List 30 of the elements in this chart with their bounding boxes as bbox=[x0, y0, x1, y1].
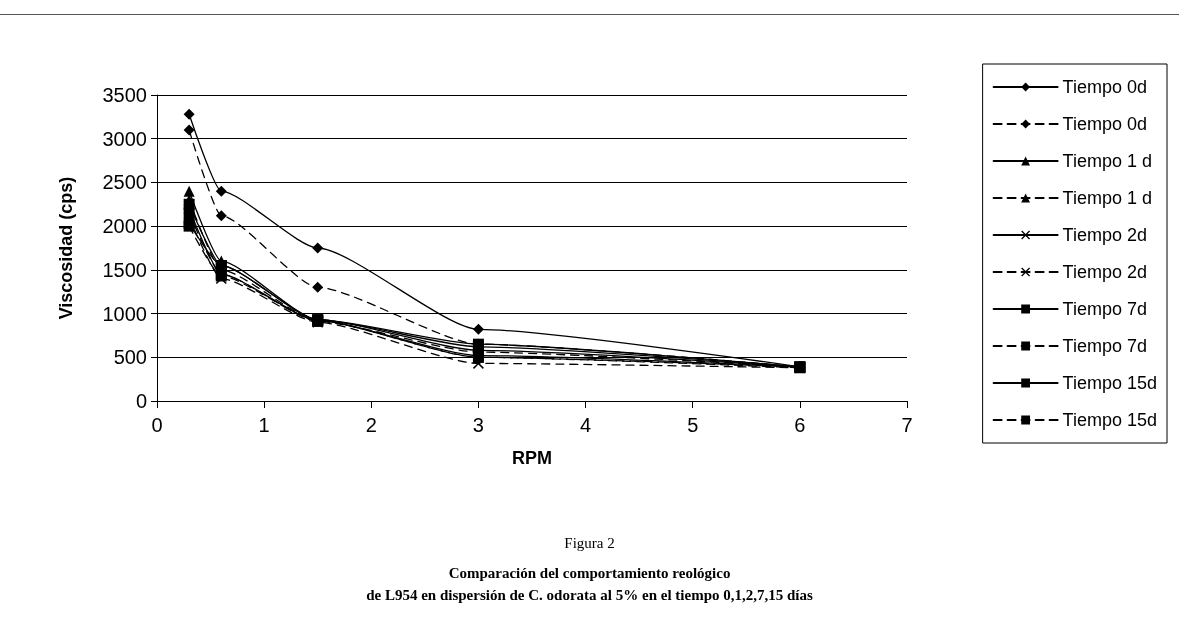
x-tick-label: 5 bbox=[687, 414, 699, 436]
legend-label: Tiempo 2d bbox=[1062, 262, 1147, 282]
legend-label: Tiempo 1 d bbox=[1062, 188, 1152, 208]
legend-label: Tiempo 0d bbox=[1062, 114, 1147, 134]
legend-label: Tiempo 15d bbox=[1062, 373, 1157, 393]
y-tick-label: 500 bbox=[113, 346, 147, 369]
text: Figura 2 bbox=[564, 534, 615, 551]
x-tick-label: 4 bbox=[580, 414, 592, 436]
legend-label: Tiempo 7d bbox=[1062, 336, 1147, 356]
y-tick-label: 3500 bbox=[102, 84, 147, 106]
legend-label: Tiempo 0d bbox=[1062, 77, 1147, 97]
y-tick-label: 3000 bbox=[102, 127, 147, 150]
x-tick-label: 6 bbox=[794, 414, 806, 436]
y-tick-label: 0 bbox=[135, 390, 147, 412]
x-tick-label: 3 bbox=[472, 414, 484, 436]
y-tick-label: 2000 bbox=[102, 215, 147, 238]
y-axis-title: Viscosidad (cps) bbox=[56, 176, 76, 320]
x-axis-title: RPM bbox=[512, 448, 552, 468]
legend-label: Tiempo 7d bbox=[1062, 299, 1147, 319]
y-tick-label: 1500 bbox=[102, 258, 147, 281]
x-tick-label: 1 bbox=[258, 414, 270, 436]
x-tick-label: 2 bbox=[365, 414, 377, 436]
y-tick-label: 1000 bbox=[102, 302, 147, 325]
x-tick-label: 7 bbox=[901, 414, 913, 436]
x-tick-label: 0 bbox=[151, 414, 163, 436]
text: Comparación del comportamiento reológico de L954 en dispersión de C. odorata al 5% en el tiempo 0,1,2,7,15 días bbox=[366, 565, 813, 603]
legend-label: Tiempo 15d bbox=[1062, 410, 1157, 430]
legend-label: Tiempo 2d bbox=[1062, 225, 1147, 245]
y-tick-label: 2500 bbox=[102, 171, 147, 194]
legend-label: Tiempo 1 d bbox=[1062, 151, 1152, 171]
